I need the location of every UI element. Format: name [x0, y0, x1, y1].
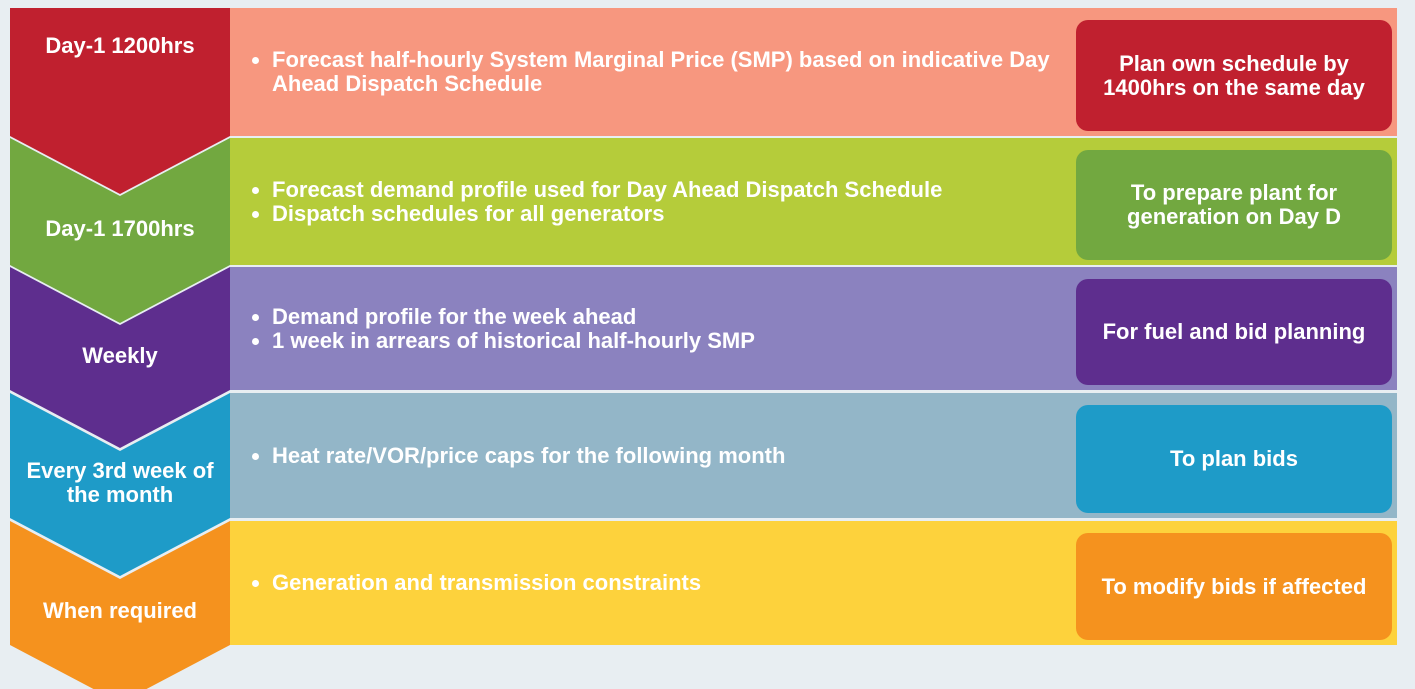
chevron: [10, 267, 230, 448]
item: Dispatch schedules for all generators: [272, 201, 942, 226]
chevron: [10, 393, 230, 576]
action-box: Plan own schedule by 1400hrs on the same…: [1076, 20, 1392, 131]
row-items: Forecast half-hourly System Marginal Pri…: [230, 8, 1060, 136]
row-items: Forecast demand profile used for Day Ahe…: [230, 138, 1060, 265]
item: Heat rate/VOR/price caps for the followi…: [272, 443, 785, 468]
action-box: For fuel and bid planning: [1076, 279, 1392, 385]
item: Forecast demand profile used for Day Ahe…: [272, 177, 942, 202]
item: Demand profile for the week ahead: [272, 304, 755, 329]
item: Generation and transmission constraints: [272, 571, 701, 595]
chevron: [10, 138, 230, 323]
row-label: Day-1 1700hrs: [45, 216, 195, 241]
chevron: [10, 521, 230, 689]
action-box: To prepare plant for generation on Day D: [1076, 150, 1392, 260]
row-items: Demand profile for the week ahead1 week …: [230, 267, 1060, 390]
row-label: Weekly: [82, 343, 158, 368]
row-items: Heat rate/VOR/price caps for the followi…: [230, 393, 1060, 518]
item: 1 week in arrears of historical half-hou…: [272, 328, 755, 353]
action-box: To modify bids if affected: [1076, 533, 1392, 640]
action-box: To plan bids: [1076, 405, 1392, 513]
row-label: Every 3rd week of the month: [26, 458, 214, 507]
row-label: Day-1 1200hrs: [45, 33, 195, 58]
item-list: Forecast demand profile used for Day Ahe…: [250, 177, 942, 226]
item-list: Heat rate/VOR/price caps for the followi…: [250, 443, 785, 468]
row-items: Generation and transmission constraints: [230, 521, 1060, 645]
item-list: Forecast half-hourly System Marginal Pri…: [250, 48, 1060, 96]
item: Forecast half-hourly System Marginal Pri…: [272, 48, 1060, 96]
item-list: Generation and transmission constraints: [250, 571, 701, 595]
row-label: When required: [42, 597, 197, 623]
item-list: Demand profile for the week ahead1 week …: [250, 304, 755, 353]
chevron: [10, 8, 230, 194]
